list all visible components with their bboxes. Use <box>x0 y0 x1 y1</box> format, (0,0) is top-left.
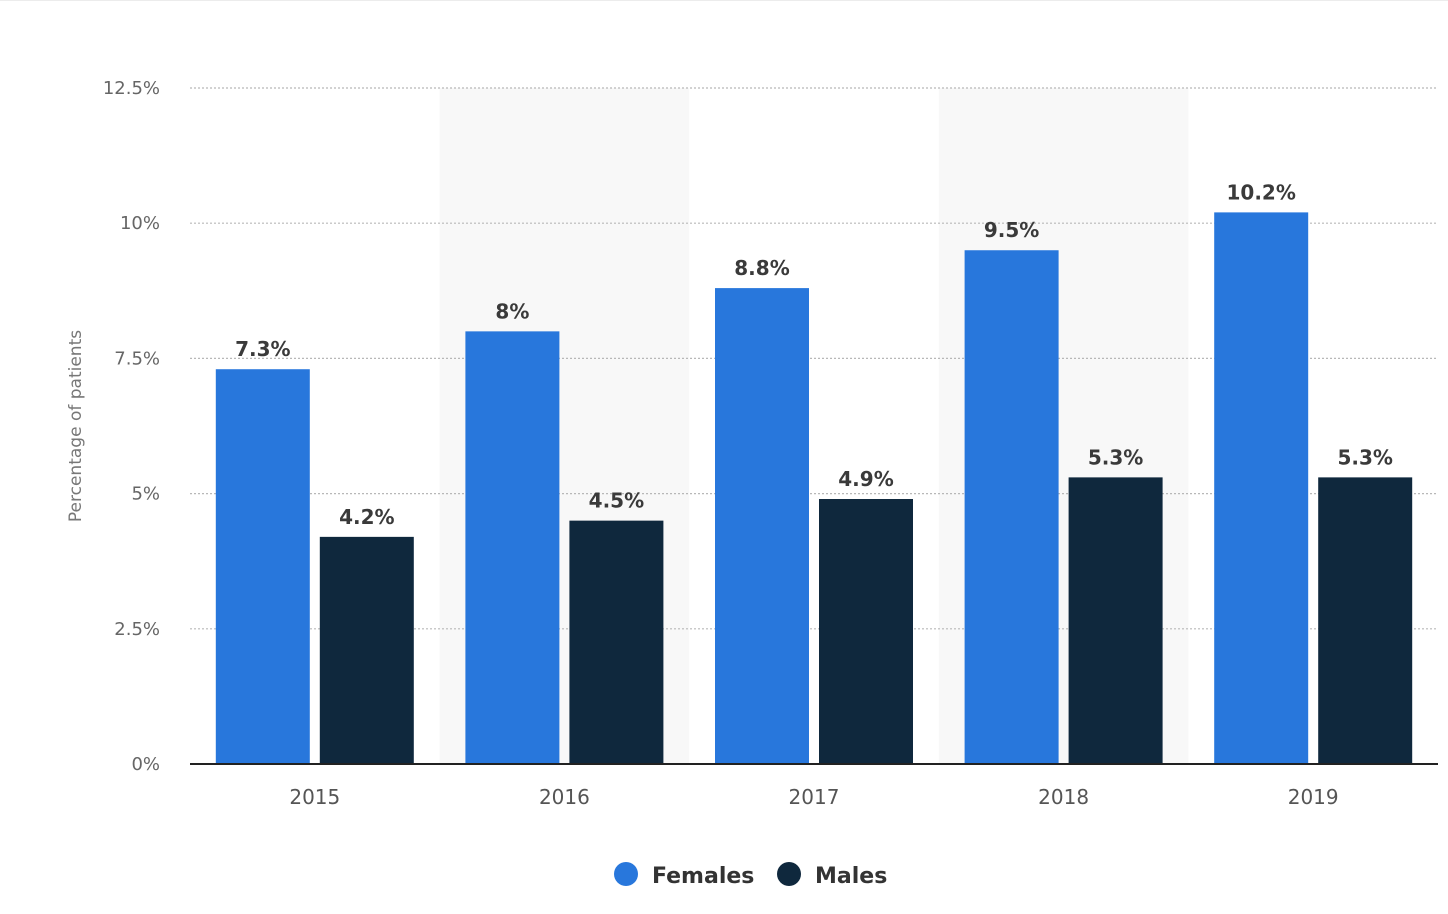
x-tick-label-2015: 2015 <box>289 785 340 809</box>
data-label-males-2017: 4.9% <box>838 467 893 491</box>
legend-label-males: Males <box>815 864 887 889</box>
legend-marker-females <box>614 862 638 886</box>
data-label-females-2018: 9.5% <box>984 218 1039 242</box>
y-tick-label: 2.5% <box>114 619 160 640</box>
bar-females-2017 <box>715 288 809 764</box>
bars <box>215 212 1413 765</box>
x-tick-label-2016: 2016 <box>539 785 590 809</box>
data-label-males-2019: 5.3% <box>1337 445 1392 469</box>
x-tick-label-2017: 2017 <box>789 785 840 809</box>
legend-label-females: Females <box>652 864 754 889</box>
bar-females-2015 <box>215 369 310 764</box>
data-label-males-2018: 5.3% <box>1088 445 1143 469</box>
data-label-males-2016: 4.5% <box>589 489 644 513</box>
bar-females-2019 <box>1214 212 1309 764</box>
data-label-females-2015: 7.3% <box>235 337 290 361</box>
y-tick-label: 12.5% <box>103 78 160 99</box>
bar-males-2015 <box>319 536 414 764</box>
x-tick-label-2018: 2018 <box>1038 785 1089 809</box>
y-tick-label: 10% <box>120 213 160 234</box>
x-tick-label-2019: 2019 <box>1288 785 1339 809</box>
bar-females-2018 <box>964 250 1059 765</box>
data-labels: 7.3% 4.2% 8% 4.5% 8.8% 4.9% 9.5% 5.3% 10.2% 5.3% <box>235 180 1393 528</box>
data-label-females-2019: 10.2% <box>1227 180 1296 204</box>
x-axis-ticks: 2015 2016 2017 2018 2019 <box>289 785 1338 809</box>
bar-males-2017 <box>819 499 913 764</box>
y-tick-label: 0% <box>131 754 160 775</box>
bar-males-2019 <box>1318 477 1413 764</box>
y-tick-label: 7.5% <box>114 348 160 369</box>
bar-females-2016 <box>465 331 560 764</box>
y-axis-ticks: 0% 2.5% 5% 7.5% 10% 12.5% <box>103 78 160 775</box>
data-label-females-2016: 8% <box>495 299 529 323</box>
legend: Females Males <box>614 862 887 889</box>
bar-males-2018 <box>1068 477 1163 764</box>
data-label-males-2015: 4.2% <box>339 505 394 529</box>
legend-marker-males <box>777 862 801 886</box>
bar-males-2016 <box>569 520 664 764</box>
y-axis-title: Percentage of patients <box>66 330 86 522</box>
data-label-females-2017: 8.8% <box>734 256 789 280</box>
y-tick-label: 5% <box>131 484 160 505</box>
